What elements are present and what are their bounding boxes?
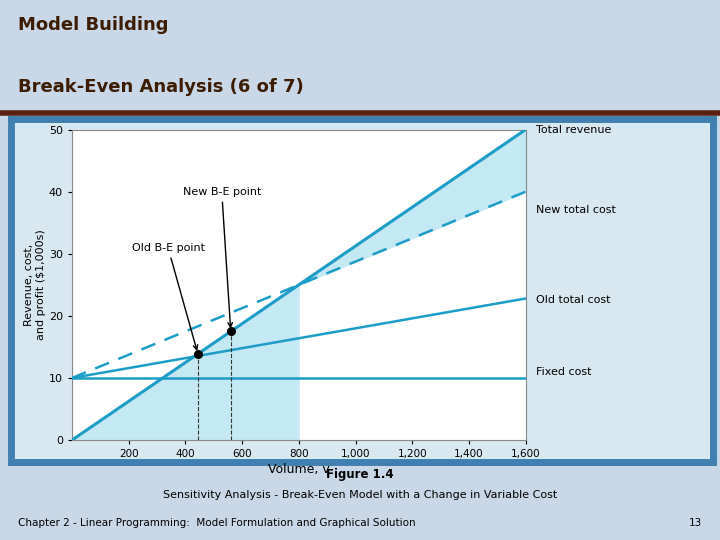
Text: Old B-E point: Old B-E point (132, 242, 204, 349)
X-axis label: Volume, v: Volume, v (268, 463, 330, 476)
Text: Model Building: Model Building (18, 16, 168, 34)
Text: Chapter 2 - Linear Programming:  Model Formulation and Graphical Solution: Chapter 2 - Linear Programming: Model Fo… (18, 518, 415, 529)
Y-axis label: Revenue, cost,
and profit ($1,000s): Revenue, cost, and profit ($1,000s) (24, 230, 46, 340)
Text: Old total cost: Old total cost (536, 295, 611, 306)
Text: Total revenue: Total revenue (536, 125, 612, 134)
Text: Sensitivity Analysis - Break-Even Model with a Change in Variable Cost: Sensitivity Analysis - Break-Even Model … (163, 490, 557, 501)
Text: 13: 13 (689, 518, 702, 529)
Text: Break-Even Analysis (6 of 7): Break-Even Analysis (6 of 7) (18, 78, 304, 96)
Text: Fixed cost: Fixed cost (536, 367, 592, 377)
Text: New B-E point: New B-E point (183, 187, 261, 327)
Text: New total cost: New total cost (536, 205, 616, 215)
Text: Figure 1.4: Figure 1.4 (326, 468, 394, 481)
